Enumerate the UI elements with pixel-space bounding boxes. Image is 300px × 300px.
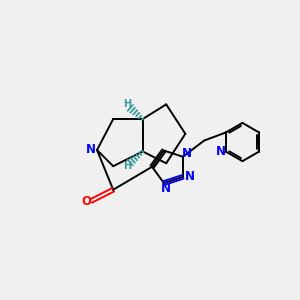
Text: N: N xyxy=(182,147,191,160)
Text: H: H xyxy=(123,161,131,171)
Text: N: N xyxy=(161,182,171,195)
Text: N: N xyxy=(85,143,95,156)
Text: N: N xyxy=(216,145,226,158)
Text: O: O xyxy=(81,195,91,208)
Text: H: H xyxy=(123,99,131,110)
Text: N: N xyxy=(184,170,194,183)
